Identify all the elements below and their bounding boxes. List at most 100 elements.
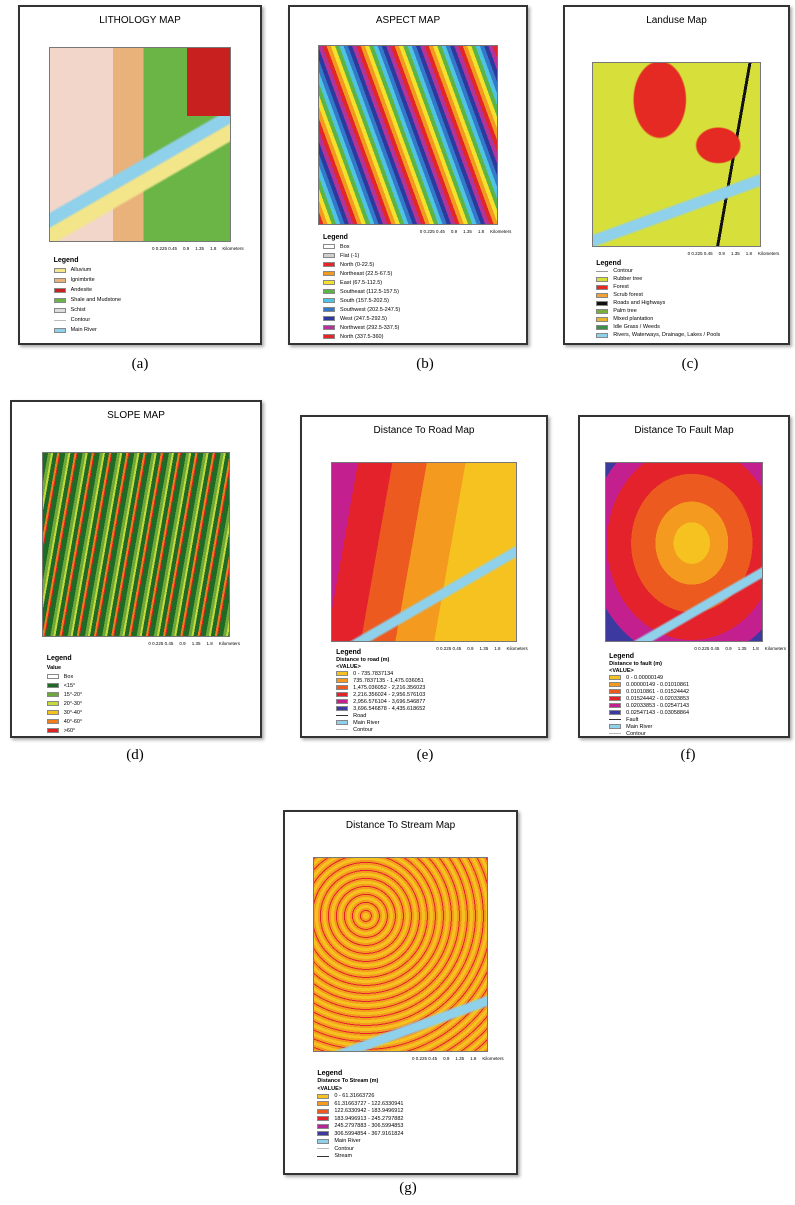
legend-label: Contour bbox=[334, 1146, 354, 1152]
legend-swatch bbox=[47, 683, 59, 688]
legend-swatch bbox=[336, 729, 348, 730]
map-title: Distance To Stream Map bbox=[285, 820, 516, 831]
legend-label: Northeast (22.5-67.5) bbox=[340, 271, 392, 277]
scale-label: 1.8 bbox=[478, 229, 484, 234]
scale-label: Kilometers bbox=[222, 246, 243, 251]
legend-label: Mixed plantation bbox=[613, 316, 653, 322]
map-title: Distance To Road Map bbox=[302, 425, 546, 436]
legend-label: Schist bbox=[71, 307, 86, 313]
scale-label: 1.35 bbox=[192, 641, 201, 646]
legend-swatch bbox=[323, 280, 335, 285]
legend-row: Road bbox=[336, 712, 425, 719]
legend-swatch bbox=[596, 309, 608, 314]
legend-label: 30°-40° bbox=[64, 710, 82, 716]
legend-row: Distance to fault (m) bbox=[609, 660, 689, 667]
scale-label: Kilometers bbox=[219, 641, 240, 646]
legend-label: Main River bbox=[353, 720, 379, 726]
legend-row: 0.02547143 - 0.03058864 bbox=[609, 709, 689, 716]
legend-row: <VALUE> bbox=[317, 1085, 403, 1093]
legend-row: Andesite bbox=[54, 285, 121, 295]
legend-row: Southwest (202.5-247.5) bbox=[323, 305, 400, 314]
legend-label: 61.31663727 - 122.6330941 bbox=[334, 1101, 403, 1107]
legend-swatch bbox=[336, 715, 348, 716]
legend-row: 40°-60° bbox=[47, 717, 82, 726]
legend-swatch bbox=[336, 706, 348, 711]
map-title: ASPECT MAP bbox=[290, 15, 526, 26]
legend-label: 2,216.356024 - 2,956.576103 bbox=[353, 692, 425, 698]
legend-label: Forest bbox=[613, 284, 629, 290]
legend-swatch bbox=[323, 271, 335, 276]
map-title: SLOPE MAP bbox=[12, 410, 260, 421]
legend-label: Andesite bbox=[71, 287, 92, 293]
map-image bbox=[592, 62, 761, 247]
legend-swatch bbox=[609, 719, 621, 720]
legend-subtitle: Distance to fault (m) bbox=[609, 661, 662, 667]
legend-row: Legend bbox=[609, 653, 689, 660]
scale-label: 0 0.225 0.45 bbox=[694, 646, 719, 651]
legend-row: Ignimbrite bbox=[54, 275, 121, 285]
legend-row: Contour bbox=[336, 726, 425, 733]
legend-row: 245.2797883 - 306.5994853 bbox=[317, 1123, 403, 1131]
legend-swatch bbox=[609, 724, 621, 729]
legend-swatch bbox=[54, 278, 66, 283]
map-image bbox=[331, 462, 516, 642]
scale-label: 0 0.225 0.45 bbox=[688, 251, 713, 256]
legend-label: Palm tree bbox=[613, 308, 637, 314]
map-image bbox=[313, 857, 489, 1052]
legend-label: Rivers, Waterways, Drainage, Lakes / Poo… bbox=[613, 332, 720, 338]
scale-label: 0 0.225 0.45 bbox=[436, 646, 461, 651]
map-image bbox=[318, 45, 497, 225]
scale-label: 1.35 bbox=[463, 229, 472, 234]
legend-label: Idle Grass / Weeds bbox=[613, 324, 660, 330]
panel-caption: (d) bbox=[126, 747, 144, 764]
scale-label: Kilometers bbox=[482, 1056, 503, 1061]
scale-label: Kilometers bbox=[490, 229, 511, 234]
scale-label: 1.35 bbox=[738, 646, 747, 651]
legend-label: >60° bbox=[64, 728, 76, 734]
legend-swatch bbox=[609, 710, 621, 715]
scale-label: 1.35 bbox=[455, 1056, 464, 1061]
legend-label: North (337.5-360) bbox=[340, 334, 383, 340]
legend-row: 0.01524442 - 0.02033853 bbox=[609, 695, 689, 702]
legend-swatch bbox=[336, 720, 348, 725]
legend-row: Scrub forest bbox=[596, 291, 720, 299]
legend-row: Distance To Stream (m) bbox=[317, 1078, 403, 1086]
legend-swatch bbox=[54, 320, 66, 321]
legend-row: >60° bbox=[47, 726, 82, 735]
legend-label: Road bbox=[353, 713, 366, 719]
legend-row: West (247.5-292.5) bbox=[323, 314, 400, 323]
legend-row: Rivers, Waterways, Drainage, Lakes / Poo… bbox=[596, 331, 720, 339]
legend-swatch bbox=[47, 674, 59, 679]
legend-subtitle: Distance To Stream (m) bbox=[317, 1078, 378, 1084]
legend-swatch bbox=[596, 333, 608, 338]
legend-label: Contour bbox=[613, 268, 633, 274]
legend-row: 20°-30° bbox=[47, 699, 82, 708]
legend-swatch bbox=[317, 1094, 329, 1099]
legend-label: Contour bbox=[626, 731, 646, 737]
legend-row: Idle Grass / Weeds bbox=[596, 323, 720, 331]
scale-label: 1.8 bbox=[752, 646, 758, 651]
legend-row: <VALUE> bbox=[609, 667, 689, 674]
legend-row: Stream bbox=[317, 1153, 403, 1161]
legend-label: 183.9496913 - 245.2797882 bbox=[334, 1116, 403, 1122]
legend-label: 122.6330942 - 183.9496912 bbox=[334, 1108, 403, 1114]
legend-swatch bbox=[317, 1148, 329, 1149]
scale-label: 1.35 bbox=[195, 246, 204, 251]
legend-row: 30°-40° bbox=[47, 708, 82, 717]
legend-swatch bbox=[47, 692, 59, 697]
legend-label: Main River bbox=[626, 724, 652, 730]
legend-row: Rubber tree bbox=[596, 275, 720, 283]
legend-label: 3,696.546878 - 4,435.618652 bbox=[353, 706, 425, 712]
legend-row: Legend bbox=[317, 1070, 403, 1078]
legend-swatch bbox=[317, 1116, 329, 1121]
legend-row: 0 - 0.00000149 bbox=[609, 674, 689, 681]
